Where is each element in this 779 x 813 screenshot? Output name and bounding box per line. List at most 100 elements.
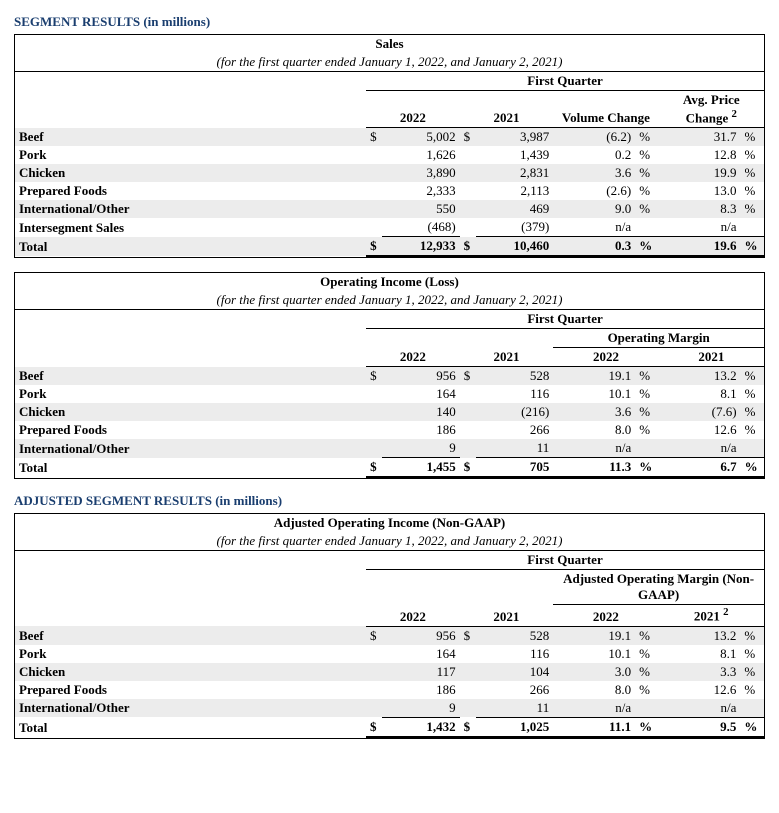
currency-symbol [366, 439, 382, 458]
currency-symbol [460, 421, 476, 439]
pct-symbol: % [635, 237, 658, 257]
val-2022-total: 1,432 [382, 717, 459, 737]
section-title-adjusted: ADJUSTED SEGMENT RESULTS (in millions) [14, 493, 765, 509]
sales-2021: 1,439 [476, 146, 553, 164]
opinc-period: (for the first quarter ended January 1, … [15, 291, 764, 310]
opinc-2022-hdr: 2022 [366, 348, 460, 367]
currency-symbol [460, 663, 476, 681]
currency-symbol [366, 663, 382, 681]
total-label: Total [15, 717, 366, 737]
row-label: Chicken [15, 403, 366, 421]
margin-2021-total: 6.7 [659, 458, 741, 478]
currency-symbol [460, 403, 476, 421]
table-row: International/Other5504699.0%8.3% [15, 200, 764, 218]
pct-symbol: % [741, 385, 764, 403]
total-row: Total$12,933$10,4600.3%19.6% [15, 237, 764, 257]
margin-2021: 3.3 [658, 663, 740, 681]
pct-symbol: % [740, 128, 764, 147]
currency-symbol: $ [366, 717, 382, 737]
adj-m2022-hdr: 2022 [553, 605, 658, 626]
currency-symbol: $ [366, 458, 382, 478]
sales-price-hdr: Avg. Price Change 2 [659, 91, 764, 128]
pct-symbol [635, 218, 658, 237]
val-2022: 186 [382, 421, 459, 439]
sales-2021-total: 10,460 [476, 237, 553, 257]
margin-2022: 3.0 [553, 663, 635, 681]
margin-2022: 10.1 [553, 645, 635, 663]
blank [15, 551, 366, 570]
sales-title: Sales [15, 35, 764, 53]
table-row: Pork16411610.1%8.1% [15, 385, 764, 403]
adj-period: (for the first quarter ended January 1, … [15, 532, 764, 551]
section-title-segment: SEGMENT RESULTS (in millions) [14, 14, 765, 30]
pct-symbol: % [635, 663, 658, 681]
pct-symbol: % [740, 717, 764, 737]
currency-symbol [366, 645, 382, 663]
pct-symbol: % [635, 458, 658, 478]
opinc-m2021-hdr: 2021 [659, 348, 764, 367]
pct-symbol: % [635, 385, 658, 403]
val-2021: 266 [476, 681, 553, 699]
margin-2021: 8.1 [659, 385, 741, 403]
opinc-fq-hdr: First Quarter [366, 310, 764, 329]
sales-vol-hdr: Volume Change [553, 91, 658, 128]
table-row: Beef$956$52819.1%13.2% [15, 367, 764, 386]
row-label: Prepared Foods [15, 182, 366, 200]
pct-symbol: % [741, 403, 764, 421]
table-row: Chicken140(216)3.6%(7.6)% [15, 403, 764, 421]
blank [366, 570, 460, 605]
blank [366, 329, 460, 348]
opinc-m2022-hdr: 2022 [553, 348, 658, 367]
table-row: Beef$5,002$3,987(6.2)%31.7% [15, 128, 764, 147]
currency-symbol [460, 164, 476, 182]
table-row: Prepared Foods1862668.0%12.6% [15, 421, 764, 439]
sales-price-sup: 2 [732, 108, 737, 120]
price-change: 31.7 [659, 128, 741, 147]
val-2022: 164 [382, 645, 459, 663]
table-row: Chicken1171043.0%3.3% [15, 663, 764, 681]
currency-symbol [366, 164, 382, 182]
pct-symbol: % [635, 128, 658, 147]
pct-symbol [740, 699, 764, 718]
row-label: Pork [15, 146, 366, 164]
table-row: International/Other911n/an/a [15, 439, 764, 458]
currency-symbol [460, 200, 476, 218]
pct-symbol: % [635, 717, 658, 737]
margin-2021: 8.1 [658, 645, 740, 663]
table-row: Chicken3,8902,8313.6%19.9% [15, 164, 764, 182]
pct-symbol: % [635, 164, 658, 182]
pct-symbol: % [741, 367, 764, 386]
vol-change: 3.6 [553, 164, 635, 182]
sales-2022: 1,626 [382, 146, 459, 164]
margin-2021: (7.6) [659, 403, 741, 421]
currency-symbol [460, 218, 476, 237]
currency-symbol [366, 200, 382, 218]
opinc-margin-hdr: Operating Margin [553, 329, 764, 348]
row-label: Beef [15, 626, 366, 645]
pct-symbol: % [740, 182, 764, 200]
pct-symbol: % [635, 146, 658, 164]
currency-symbol: $ [366, 626, 382, 645]
vol-change: 0.2 [553, 146, 635, 164]
margin-2021-total: 9.5 [658, 717, 740, 737]
blank [15, 95, 366, 128]
sales-2021: (379) [476, 218, 553, 237]
margin-2021: 13.2 [659, 367, 741, 386]
price-change: 8.3 [659, 200, 741, 218]
pct-symbol: % [740, 237, 764, 257]
adj-table: Adjusted Operating Income (Non-GAAP) (fo… [14, 513, 765, 738]
margin-2021: n/a [658, 699, 740, 718]
sales-2022: 3,890 [382, 164, 459, 182]
adj-2022-hdr: 2022 [366, 605, 460, 626]
margin-2022: n/a [553, 439, 635, 458]
pct-symbol: % [740, 164, 764, 182]
sales-2022: 5,002 [382, 128, 459, 147]
currency-symbol: $ [460, 626, 476, 645]
row-label: Pork [15, 645, 366, 663]
adj-m2021-text: 2021 [694, 609, 720, 624]
adj-m2021-sup: 2 [723, 606, 728, 618]
row-label: Chicken [15, 663, 366, 681]
currency-symbol [460, 439, 476, 458]
val-2022: 9 [382, 699, 459, 718]
sales-2022-hdr: 2022 [366, 95, 460, 128]
